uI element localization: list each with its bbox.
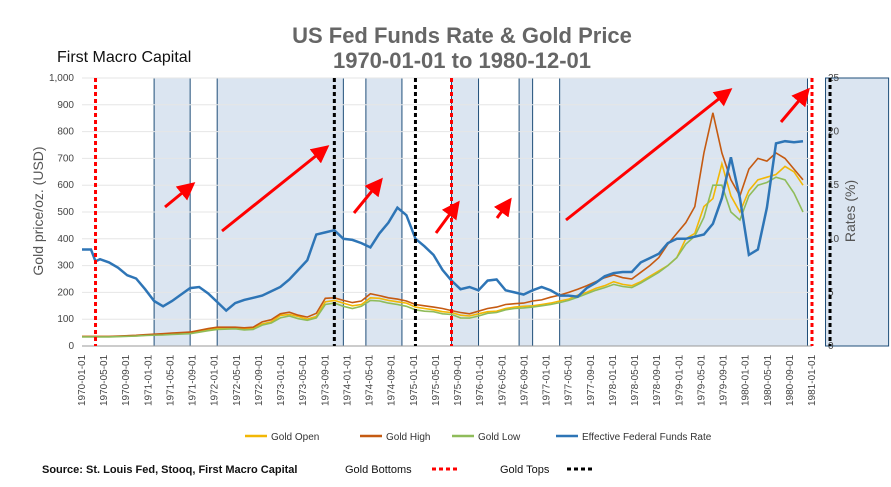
series-line-1	[82, 112, 804, 338]
legend-label-2: Gold Low	[478, 432, 521, 443]
x-tick-label: 1975-05-01	[431, 354, 442, 406]
y-tick-left-label: 600	[57, 180, 74, 191]
x-tick-label: 1973-05-01	[298, 354, 309, 406]
x-tick-label: 1970-09-01	[121, 354, 132, 406]
y-tick-right-label: 0	[828, 341, 834, 352]
x-tick-label: 1980-01-01	[741, 354, 752, 406]
y-tick-left-label: 1,000	[49, 73, 74, 84]
footer-bottoms-label: Gold Bottoms	[345, 464, 412, 476]
highlight-box-6	[825, 77, 890, 347]
x-tick-label: 1971-09-01	[188, 354, 199, 406]
y-tick-right-label: 20	[828, 127, 840, 138]
x-tick-label: 1972-05-01	[232, 354, 243, 406]
y-tick-left-label: 0	[68, 341, 74, 352]
x-tick-label: 1975-09-01	[453, 354, 464, 406]
x-tick-label: 1978-05-01	[630, 354, 641, 406]
x-tick-label: 1974-09-01	[387, 354, 398, 406]
y-tick-left-label: 100	[57, 314, 74, 325]
x-tick-label: 1976-09-01	[519, 354, 530, 406]
x-tick-label: 1970-05-01	[99, 354, 110, 406]
y-axis-right-label: Rates (%)	[842, 180, 858, 242]
x-tick-label: 1977-09-01	[586, 354, 597, 406]
brand-label: First Macro Capital	[57, 49, 191, 66]
x-tick-label: 1979-01-01	[674, 354, 685, 406]
trend-arrow	[164, 182, 196, 209]
legend-label-3: Effective Federal Funds Rate	[582, 432, 712, 443]
x-tick-label: 1978-01-01	[608, 354, 619, 406]
legend: Gold Open Gold High Gold Low Effective Fede…	[245, 432, 712, 443]
chart-title-line1: US Fed Funds Rate & Gold Price	[292, 23, 632, 48]
y-axis-left-label: Gold price/oz. (USD)	[30, 146, 46, 275]
x-tick-label: 1980-05-01	[763, 354, 774, 406]
x-tick-label: 1971-05-01	[165, 354, 176, 406]
legend-label-0: Gold Open	[271, 432, 319, 443]
series-line-0	[82, 160, 804, 338]
gridlines	[82, 77, 812, 347]
y-tick-right-label: 10	[828, 234, 840, 245]
trend-arrow	[779, 87, 810, 123]
x-tick-label: 1974-05-01	[365, 354, 376, 406]
x-tick-label: 1979-09-01	[719, 354, 730, 406]
x-tick-label: 1979-05-01	[696, 354, 707, 406]
x-tick-label: 1977-05-01	[564, 354, 575, 406]
trend-arrow	[565, 88, 733, 222]
x-ticks: 1970-01-01 1970-05-01 1970-09-01 1971-01-01…	[77, 354, 818, 406]
x-tick-label: 1980-09-01	[785, 354, 796, 406]
footer-tops-label: Gold Tops	[500, 464, 550, 476]
footer-source: Source: St. Louis Fed, Stooq, First Macr…	[42, 464, 297, 476]
x-tick-label: 1976-05-01	[497, 354, 508, 406]
y-tick-right-label: 25	[828, 73, 840, 84]
y-tick-left-label: 200	[57, 287, 74, 298]
y-tick-left-label: 400	[57, 234, 74, 245]
x-tick-label: 1973-01-01	[276, 354, 287, 406]
chart-title-line2: 1970-01-01 to 1980-12-01	[333, 48, 591, 73]
y-ticks-left: 0 100 200 300 400 500 600 700 800 900 1,000	[49, 73, 74, 352]
x-tick-label: 1972-09-01	[254, 354, 265, 406]
x-tick-label: 1976-01-01	[475, 354, 486, 406]
trend-arrow	[221, 145, 330, 233]
y-tick-left-label: 500	[57, 207, 74, 218]
y-tick-left-label: 900	[57, 100, 74, 111]
y-tick-right-label: 15	[828, 180, 840, 191]
y-tick-left-label: 800	[57, 127, 74, 138]
trend-arrow	[352, 177, 383, 214]
trend-arrows	[164, 87, 810, 234]
x-tick-label: 1972-01-01	[210, 354, 221, 406]
y-tick-left-label: 700	[57, 153, 74, 164]
x-tick-label: 1974-01-01	[342, 354, 353, 406]
y-tick-left-label: 300	[57, 261, 74, 272]
series-line-3	[82, 139, 804, 313]
x-tick-label: 1970-01-01	[77, 354, 88, 406]
trend-arrow	[493, 197, 512, 219]
series-lines	[82, 112, 804, 338]
x-tick-label: 1971-01-01	[143, 354, 154, 406]
y-tick-right-label: 5	[828, 287, 834, 298]
legend-label-1: Gold High	[386, 432, 430, 443]
x-tick-label: 1978-09-01	[652, 354, 663, 406]
x-tick-label: 1981-01-01	[807, 354, 818, 406]
x-tick-label: 1977-01-01	[542, 354, 553, 406]
x-tick-label: 1973-09-01	[320, 354, 331, 406]
x-tick-label: 1975-01-01	[409, 354, 420, 406]
y-ticks-right: 0 5 10 15 20 25	[828, 73, 840, 352]
trend-arrow	[434, 200, 460, 234]
